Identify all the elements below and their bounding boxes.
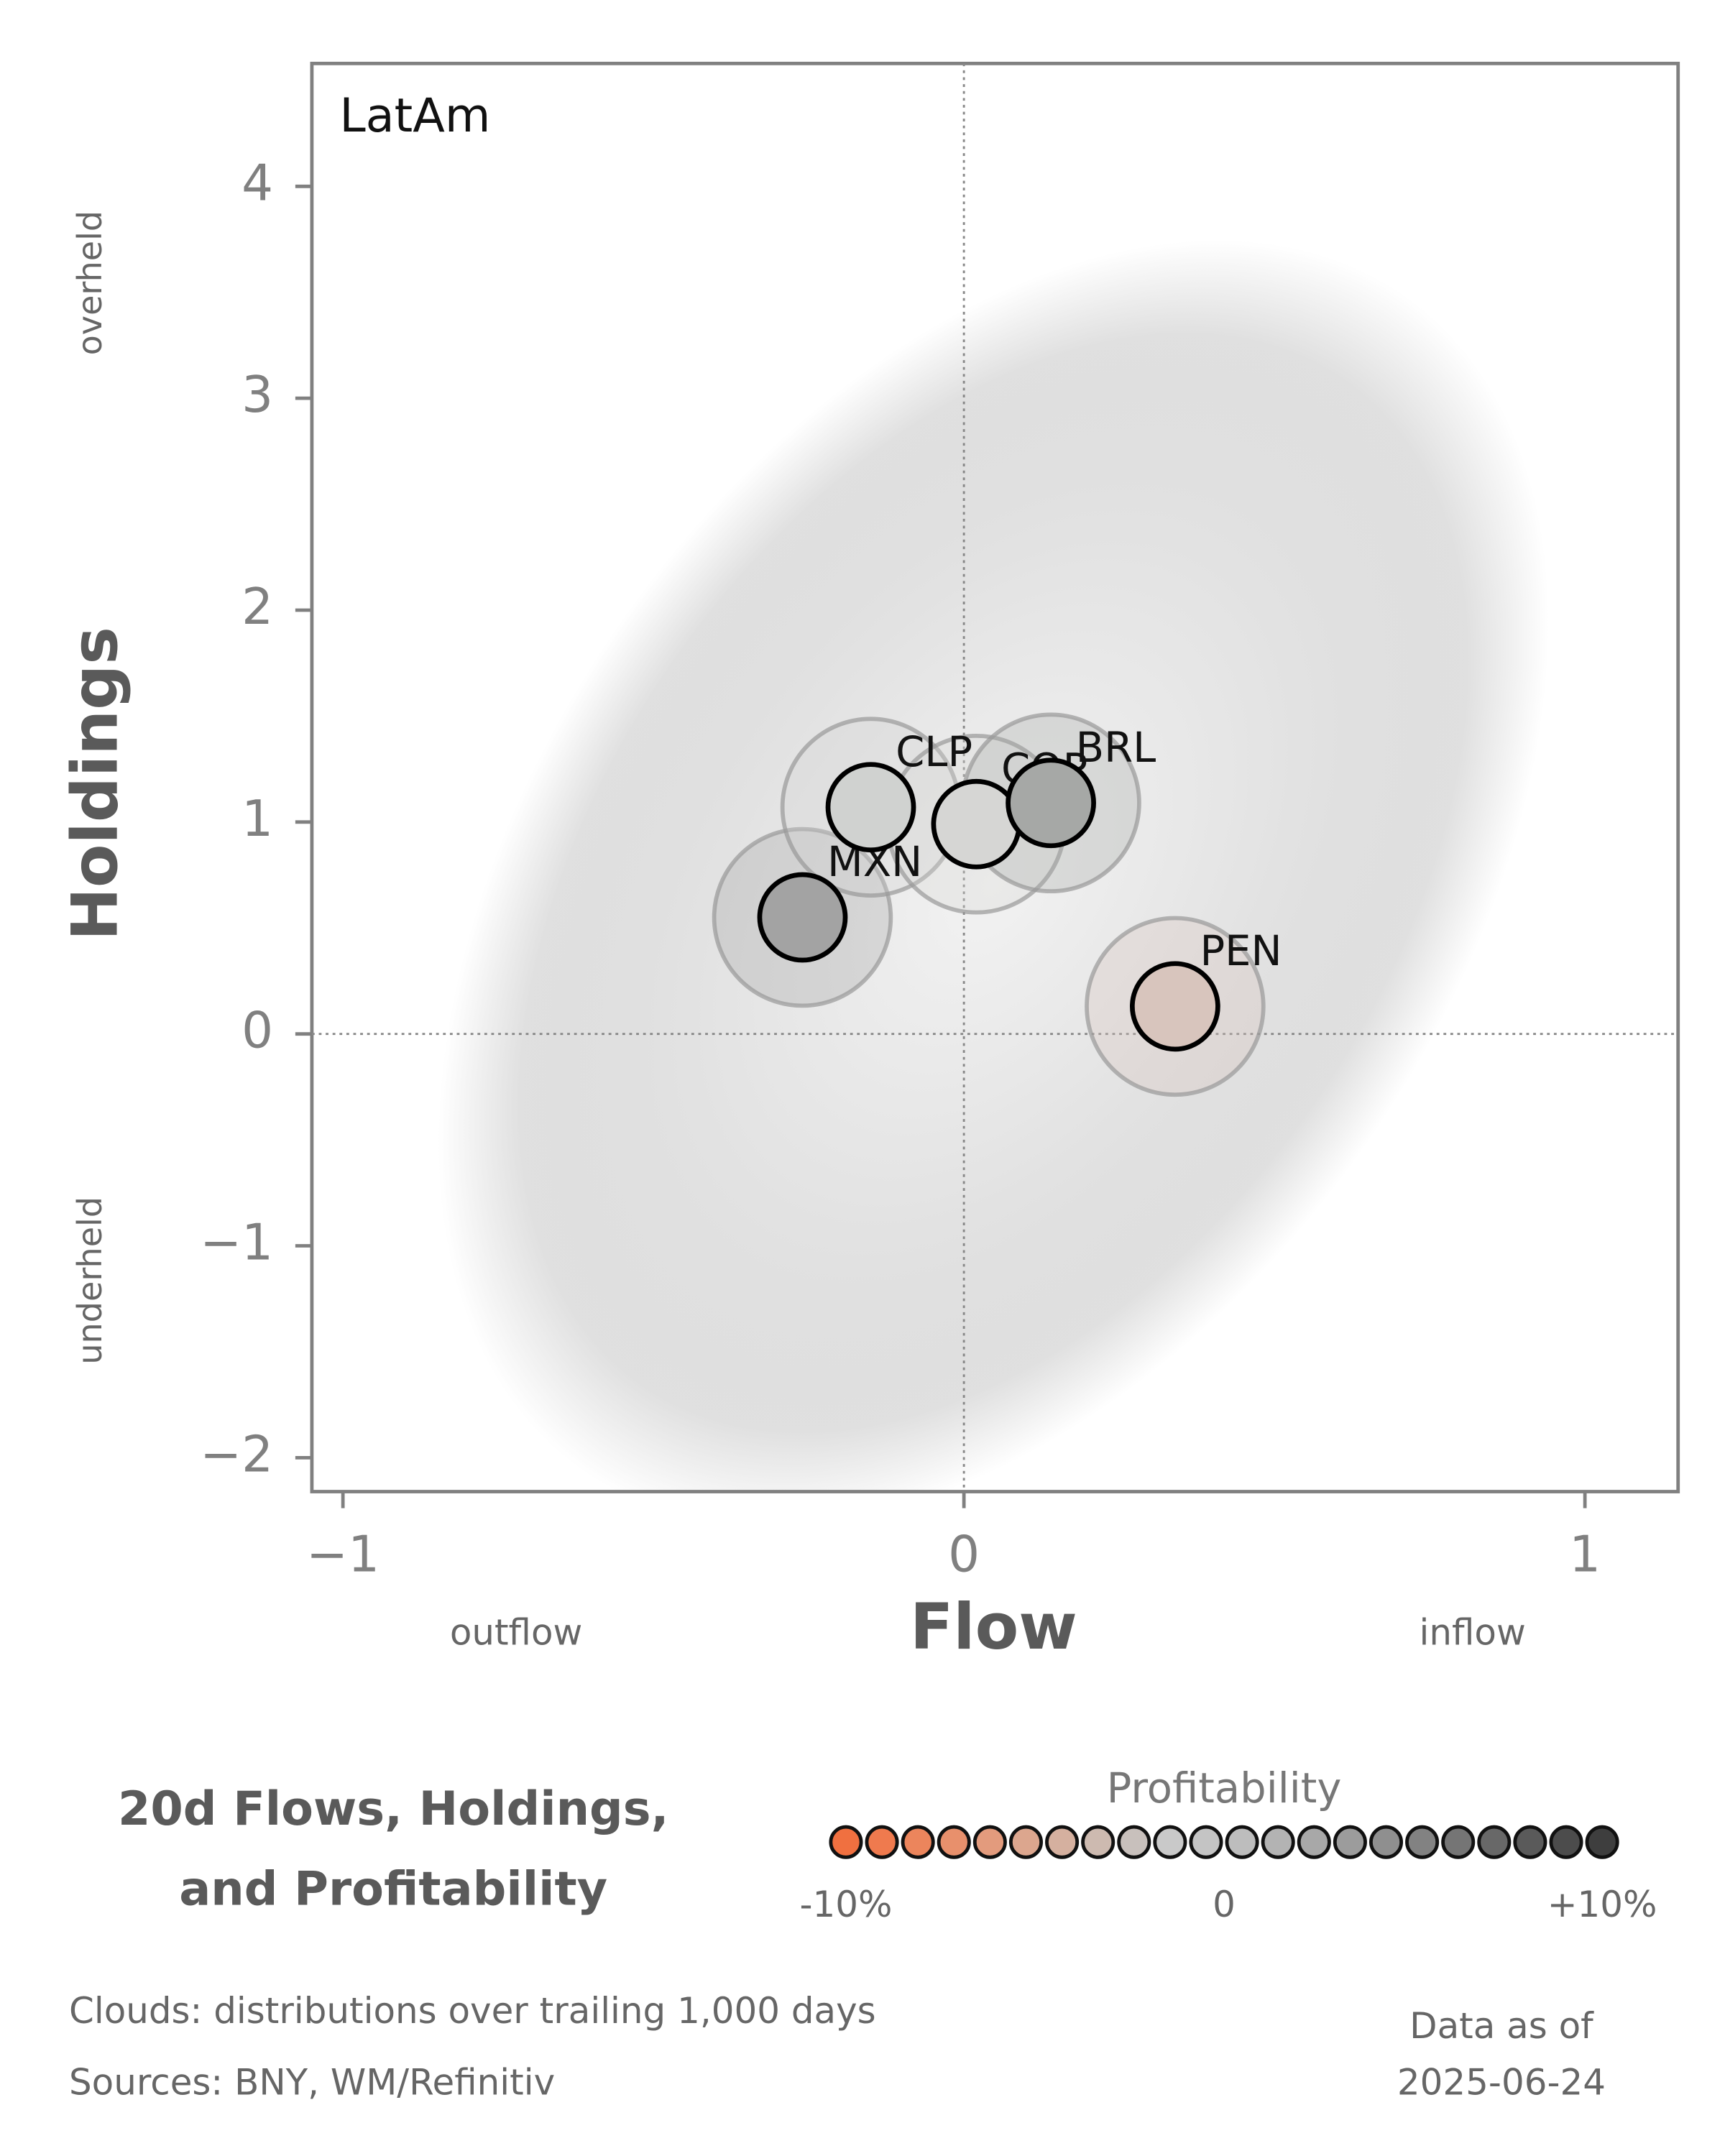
- plot-frame: [310, 61, 1680, 1493]
- colorbar-swatch: [1081, 1825, 1116, 1859]
- colorbar-swatch: [1441, 1825, 1476, 1859]
- y-tick-label: 4: [242, 155, 273, 212]
- x-tick-label: 1: [1569, 1526, 1601, 1584]
- y-tick-label: −2: [200, 1426, 273, 1483]
- y-tick-label: 3: [242, 367, 273, 424]
- y-tick-label: 0: [242, 1003, 273, 1060]
- y-tick-label: −1: [200, 1215, 273, 1272]
- as-of-date: 2025-06-24: [1397, 2062, 1606, 2104]
- colorbar-swatch: [1261, 1825, 1295, 1859]
- y-tick-label: 2: [242, 579, 273, 636]
- colorbar-title: Profitability: [1107, 1764, 1342, 1812]
- colorbar-swatch: [1513, 1825, 1547, 1859]
- colorbar-swatch: [1045, 1825, 1080, 1859]
- y-high-label: overheld: [70, 211, 109, 356]
- colorbar-tick-label: 0: [1213, 1884, 1236, 1925]
- x-tick-label: −1: [306, 1526, 380, 1584]
- point: [825, 762, 916, 853]
- panel-label: LatAm: [339, 88, 490, 143]
- point-label: PEN: [1200, 927, 1282, 975]
- colorbar-swatch: [1585, 1825, 1619, 1859]
- colorbar-swatch: [1008, 1825, 1043, 1859]
- title-line: 20d Flows, Holdings,: [118, 1782, 668, 1836]
- colorbar-swatch: [1225, 1825, 1259, 1859]
- x-tick-label: 0: [948, 1526, 980, 1584]
- as-of-label: Data as of: [1409, 2005, 1594, 2047]
- colorbar-swatch: [865, 1825, 899, 1859]
- point: [757, 872, 848, 963]
- colorbar-swatch: [1333, 1825, 1367, 1859]
- colorbar-swatch: [901, 1825, 935, 1859]
- colorbar-swatch: [972, 1825, 1007, 1859]
- x-high-label: inflow: [1419, 1612, 1525, 1654]
- colorbar-swatch: [1405, 1825, 1440, 1859]
- x-axis-title: Flow: [910, 1590, 1077, 1664]
- colorbar-swatch: [1477, 1825, 1512, 1859]
- colorbar-tick-label: +10%: [1547, 1884, 1657, 1925]
- colorbar-tick-label: -10%: [799, 1884, 892, 1925]
- y-low-label: underheld: [70, 1197, 109, 1365]
- footnote: Sources: BNY, WM/Refinitiv: [69, 2062, 555, 2104]
- colorbar-swatch: [1368, 1825, 1404, 1859]
- y-axis-title: Holdings: [58, 627, 132, 941]
- point-label: CLP: [896, 728, 972, 776]
- footnote: Clouds: distributions over trailing 1,00…: [69, 1990, 876, 2032]
- colorbar-swatch: [1117, 1825, 1151, 1859]
- colorbar-swatch: [1189, 1825, 1223, 1859]
- distribution-cloud: [438, 239, 1550, 1492]
- x-low-label: outflow: [450, 1612, 583, 1654]
- point: [1130, 961, 1220, 1052]
- colorbar-swatch: [937, 1825, 971, 1859]
- y-tick-label: 1: [242, 791, 273, 848]
- colorbar-swatch: [1297, 1825, 1331, 1859]
- colorbar-swatch: [1549, 1825, 1583, 1859]
- colorbar-swatch: [829, 1825, 863, 1859]
- title-line: and Profitability: [179, 1861, 607, 1916]
- point: [931, 778, 1022, 870]
- colorbar-swatch: [1153, 1825, 1187, 1859]
- point: [1006, 757, 1096, 849]
- cloud-layer: [438, 239, 1550, 1492]
- point-label: BRL: [1076, 724, 1156, 772]
